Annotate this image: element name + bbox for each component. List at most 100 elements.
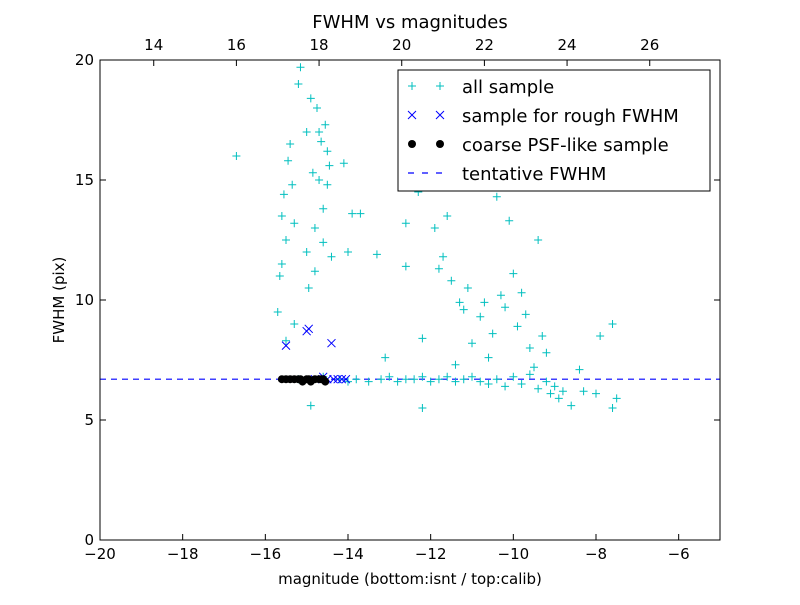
sample-for-rough-fwhm-point-2 — [304, 324, 314, 334]
all-sample-point-16 — [302, 248, 311, 256]
all-sample-point-92 — [385, 372, 394, 381]
all-sample-point-83 — [608, 404, 617, 412]
all-sample-point-101 — [459, 375, 468, 384]
all-sample-point-60 — [496, 291, 505, 300]
all-sample-point-74 — [554, 394, 563, 403]
all-sample-point-102 — [468, 372, 476, 381]
all-sample-point-43 — [418, 404, 427, 412]
y-tick-label-3: 15 — [75, 171, 94, 189]
sample-for-rough-fwhm-point-3 — [327, 338, 336, 348]
sample-for-rough-fwhm-point-10 — [341, 374, 351, 384]
legend-box — [397, 69, 711, 192]
all-sample-point-75 — [558, 387, 567, 396]
all-sample-point-23 — [315, 128, 324, 136]
all-sample-point-13 — [294, 80, 303, 88]
all-sample-point-82 — [612, 394, 621, 403]
all-sample-point-73 — [550, 382, 559, 391]
all-sample-point-26 — [319, 204, 328, 213]
y-tick-label-2: 10 — [75, 291, 94, 309]
all-sample-point-19 — [308, 168, 317, 177]
all-sample-point-18 — [306, 94, 315, 103]
top-tick-label-6: 26 — [640, 36, 659, 54]
all-sample-point-93 — [393, 377, 402, 386]
all-sample-point-31 — [325, 161, 334, 170]
all-sample-point-4 — [277, 260, 286, 268]
all-sample-point-55 — [476, 312, 485, 321]
top-tick-label-5: 24 — [558, 36, 577, 54]
legend-markers — [407, 82, 445, 174]
ticks-layer: −20 −18 −16 −14 −12 −10 −8 −6 14 16 18 20 22 24 26 0 5 10… — [75, 36, 720, 563]
all-sample-point-9 — [286, 140, 295, 148]
all-sample-point-100 — [451, 377, 460, 386]
coarse-psf-like-sample-point-14 — [321, 377, 330, 386]
all-sample-point-47 — [443, 212, 452, 220]
all-sample-point-52 — [463, 284, 472, 292]
all-sample-point-24 — [315, 176, 324, 184]
legend: all sample sample for rough FWHM coarse … — [397, 69, 711, 192]
all-sample-point-71 — [542, 348, 551, 357]
x-tick-label-4: −12 — [415, 545, 447, 563]
sample-for-rough-fwhm-point-8 — [333, 374, 343, 384]
all-sample-point-10 — [288, 180, 297, 189]
all-sample-point-11 — [290, 219, 299, 228]
all-sample-point-78 — [579, 387, 588, 396]
all-sample-point-49 — [451, 360, 460, 369]
all-sample-point-108 — [517, 380, 526, 388]
all-sample-point-109 — [525, 370, 534, 379]
x-tick-label-2: −16 — [250, 545, 282, 563]
legend-marker-all-sample-a — [408, 82, 416, 90]
all-sample-point-68 — [530, 363, 538, 372]
x-tick-label-1: −18 — [167, 545, 199, 563]
legend-marker-psf-like-b — [436, 140, 444, 148]
y-tick-label-0: 0 — [84, 531, 94, 549]
all-sample-point-67 — [525, 344, 534, 352]
all-sample-point-105 — [492, 375, 501, 384]
all-sample-point-79 — [592, 389, 600, 398]
legend-entry-psf-like: coarse PSF-like sample — [462, 135, 669, 156]
all-sample-point-20 — [310, 267, 319, 276]
all-sample-point-40 — [401, 219, 410, 228]
all-sample-point-96 — [418, 372, 427, 381]
top-tick-label-3: 20 — [392, 36, 411, 54]
all-sample-point-107 — [509, 372, 518, 381]
legend-entry-tentative-fwhm: tentative FWHM — [462, 164, 606, 185]
all-sample-point-111 — [542, 377, 551, 386]
all-sample-point-37 — [372, 250, 381, 259]
all-sample-point-29 — [323, 147, 332, 156]
legend-entry-all-sample: all sample — [462, 77, 554, 98]
sample-for-rough-fwhm-point-9 — [337, 374, 347, 384]
all-sample-point-63 — [509, 269, 518, 278]
all-sample-point-6 — [282, 236, 290, 244]
all-sample-point-1 — [273, 308, 282, 316]
all-sample-point-42 — [418, 334, 427, 343]
legend-marker-rough-fwhm-b — [435, 110, 445, 120]
all-sample-point-94 — [401, 375, 410, 384]
all-sample-point-15 — [302, 128, 311, 136]
all-sample-point-50 — [455, 298, 464, 307]
chart-title: FWHM vs magnitudes — [312, 12, 507, 33]
all-sample-point-103 — [476, 377, 485, 386]
all-sample-point-38 — [381, 353, 390, 362]
all-sample-point-65 — [517, 288, 526, 297]
all-sample-point-76 — [567, 401, 576, 410]
all-sample-point-36 — [356, 209, 365, 218]
all-sample-point-64 — [513, 322, 522, 331]
all-sample-point-77 — [575, 365, 584, 374]
all-sample-point-25 — [317, 137, 326, 146]
all-sample-point-27 — [319, 238, 328, 247]
all-sample-point-98 — [434, 375, 443, 384]
all-sample-point-62 — [505, 216, 514, 225]
legend-marker-psf-like-a — [408, 140, 416, 148]
all-sample-point-69 — [534, 236, 543, 244]
all-sample-point-3 — [277, 212, 286, 220]
y-tick-label-4: 20 — [75, 51, 94, 69]
all-sample-point-59 — [492, 192, 501, 201]
all-sample-point-85 — [306, 401, 315, 410]
all-sample-point-66 — [521, 310, 530, 319]
all-sample-point-44 — [430, 224, 439, 232]
x-tick-label-5: −10 — [498, 545, 530, 563]
all-sample-point-22 — [313, 104, 321, 112]
all-sample-point-7 — [282, 336, 290, 345]
x-tick-label-7: −6 — [668, 545, 690, 563]
